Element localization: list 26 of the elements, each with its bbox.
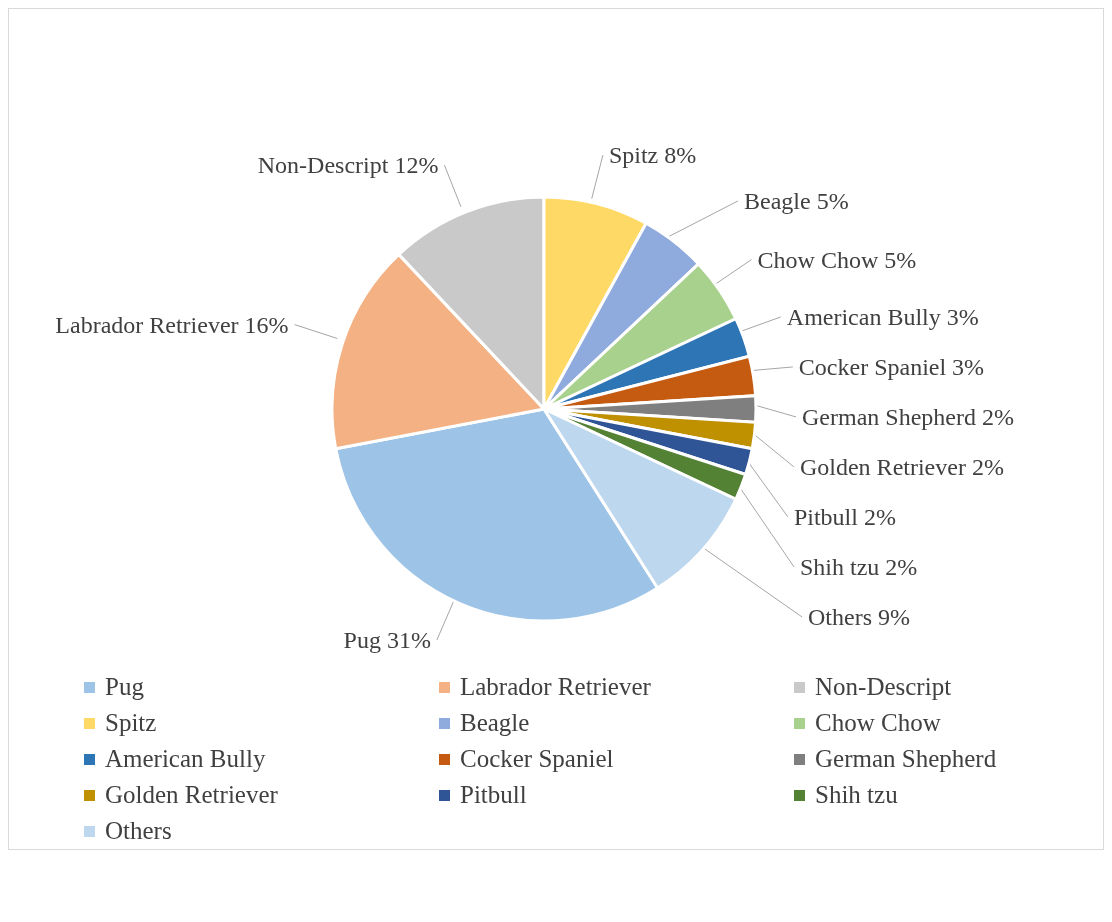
legend-label: Pitbull xyxy=(460,781,527,809)
legend-label: Others xyxy=(105,817,172,845)
category-label: Pug 31% xyxy=(343,626,431,653)
legend-label: Beagle xyxy=(460,709,530,737)
legend-label: Labrador Retriever xyxy=(460,673,651,701)
legend-label: Spitz xyxy=(105,709,157,737)
legend-label: Pug xyxy=(105,673,144,701)
category-label: Cocker Spaniel 3% xyxy=(798,353,985,380)
legend-label: American Bully xyxy=(105,745,266,773)
category-label: Non-Descript 12% xyxy=(257,152,439,179)
legend-label: Chow Chow xyxy=(815,709,941,737)
legend-label: Non-Descript xyxy=(815,673,952,701)
legend-label: German Shepherd xyxy=(815,745,997,773)
category-label: Labrador Retriever 16% xyxy=(55,311,289,338)
legend-label: Golden Retriever xyxy=(105,781,278,809)
legend-label: Shih tzu xyxy=(815,781,898,809)
category-label: Chow Chow 5% xyxy=(757,246,917,273)
category-label: German Shepherd 2% xyxy=(802,403,1014,430)
category-label: Spitz 8% xyxy=(608,142,697,169)
category-label: Pitbull 2% xyxy=(793,503,896,530)
category-label: Others 9% xyxy=(808,603,910,630)
category-label: Beagle 5% xyxy=(744,187,849,214)
category-label: Shih tzu 2% xyxy=(800,553,918,580)
category-label: Golden Retriever 2% xyxy=(799,453,1004,480)
category-label: American Bully 3% xyxy=(786,303,979,330)
legend-label: Cocker Spaniel xyxy=(460,745,614,773)
